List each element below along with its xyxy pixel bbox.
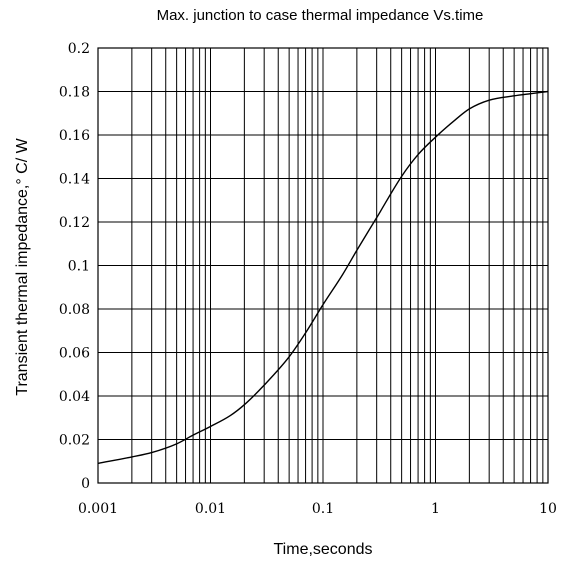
y-tick-label: 0.18 bbox=[59, 85, 90, 101]
y-tick-label: 0.06 bbox=[59, 346, 90, 362]
y-tick-label: 0.1 bbox=[68, 259, 90, 275]
y-tick-label: 0.12 bbox=[59, 215, 90, 231]
x-tick-label: 0.1 bbox=[312, 501, 334, 517]
chart-title: Max. junction to case thermal impedance … bbox=[157, 7, 484, 24]
y-tick-label: 0.08 bbox=[59, 302, 90, 318]
x-tick-label: 1 bbox=[431, 501, 440, 517]
y-tick-label: 0.04 bbox=[59, 389, 90, 405]
y-tick-label: 0.14 bbox=[59, 172, 90, 188]
y-tick-label: 0.02 bbox=[59, 433, 90, 449]
x-axis-label: Time,seconds bbox=[274, 541, 373, 558]
grid-lines bbox=[98, 48, 548, 483]
plot-frame bbox=[97, 47, 549, 484]
y-tick-label: 0.16 bbox=[59, 128, 90, 144]
x-tick-label: 0.01 bbox=[195, 501, 226, 517]
data-series bbox=[97, 90, 549, 465]
y-tick-label: 0 bbox=[81, 476, 90, 492]
x-tick-label: 10 bbox=[539, 501, 557, 517]
series-line-0 bbox=[97, 90, 549, 465]
tick-labels: 0 0.02 0.04 0.06 0.08 0.1 0.12 0.14 0.16 0.18 0.2 0… bbox=[59, 41, 557, 517]
y-tick-label: 0.2 bbox=[68, 41, 90, 57]
x-tick-label: 0.001 bbox=[78, 501, 118, 517]
y-axis-label: Transient thermal impedance,° C/ W bbox=[14, 137, 31, 395]
